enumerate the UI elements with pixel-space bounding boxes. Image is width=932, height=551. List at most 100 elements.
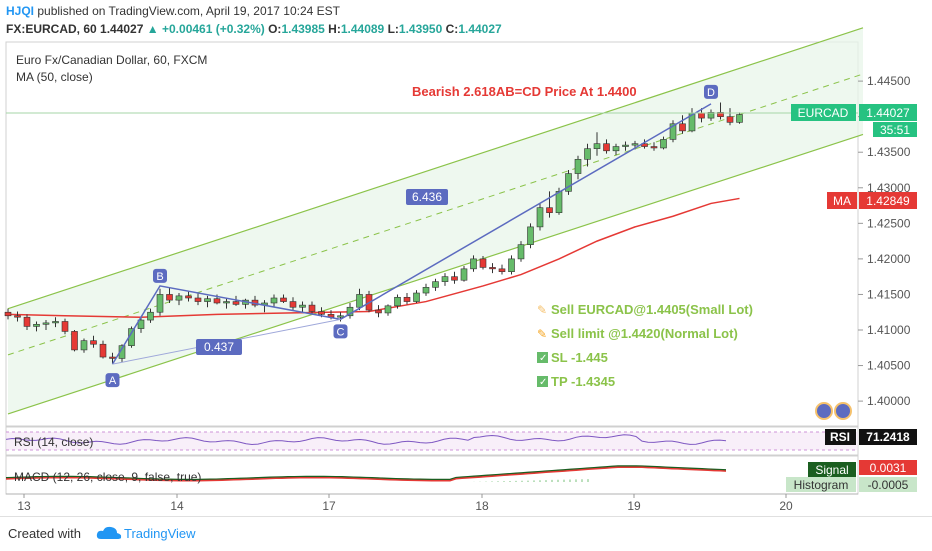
symbol-label: FX:EURCAD, 60 bbox=[6, 22, 97, 36]
ma-tag bbox=[827, 192, 857, 209]
candle-body bbox=[555, 191, 563, 213]
abcd-pattern[interactable]: A B C D bbox=[105, 84, 719, 388]
event-badge-icon[interactable] bbox=[834, 402, 852, 420]
chart-title: Euro Fx/Canadian Dollar, 60, FXCM bbox=[16, 53, 207, 67]
low-label: L: bbox=[387, 22, 399, 36]
channel-upper-line bbox=[7, 27, 864, 310]
point-b-badge bbox=[153, 268, 167, 283]
candle-body bbox=[80, 340, 88, 351]
ma-legend: MA (50, close) bbox=[16, 70, 93, 84]
histogram-value-label: -0.0005 bbox=[868, 478, 909, 492]
candle-body bbox=[99, 343, 107, 358]
pattern-headline: Bearish 2.618AB=CD Price At 1.4400 bbox=[412, 84, 637, 99]
point-b-label: B bbox=[156, 271, 163, 283]
candle-body bbox=[584, 148, 591, 160]
time-tick-label: 20 bbox=[779, 499, 793, 513]
parallel-channel[interactable] bbox=[7, 27, 864, 415]
created-with-label: Created with bbox=[8, 526, 81, 541]
trade-note-3: SL -1.445 bbox=[551, 350, 608, 365]
candle-body bbox=[14, 315, 21, 318]
candle-body bbox=[61, 321, 69, 332]
signal-value-label: 0.0031 bbox=[870, 461, 907, 475]
candle-body bbox=[593, 143, 601, 149]
candle-body bbox=[90, 340, 97, 345]
high-value: 1.44089 bbox=[340, 22, 385, 36]
candle-body bbox=[289, 301, 297, 308]
trade-notes: ✎ Sell EURCAD@1.4405(Small Lot) ✎ Sell l… bbox=[537, 302, 753, 389]
macd-histogram bbox=[473, 479, 589, 482]
change-arrow-icon: ▲ bbox=[146, 22, 159, 36]
candle-body bbox=[166, 294, 173, 301]
time-tick-label: 19 bbox=[627, 499, 641, 513]
candle-body bbox=[498, 268, 506, 272]
candle-body bbox=[717, 112, 724, 117]
author-name[interactable]: HJQI bbox=[6, 4, 35, 18]
candle-body bbox=[650, 146, 658, 149]
checkbox-icon bbox=[537, 376, 548, 387]
histogram-tag-label: Histogram bbox=[794, 478, 849, 492]
rsi-band bbox=[6, 432, 858, 450]
checkbox-icon bbox=[537, 352, 548, 363]
tradingview-cloud-icon bbox=[96, 526, 122, 539]
candle-body bbox=[280, 297, 287, 302]
event-badge-icon[interactable] bbox=[815, 402, 833, 420]
point-a-label: A bbox=[109, 375, 117, 387]
candle-body bbox=[384, 305, 392, 314]
candle-body bbox=[422, 287, 430, 294]
tradingview-link[interactable]: TradingView bbox=[124, 526, 196, 541]
time-axis[interactable]: 13 14 17 18 19 20 bbox=[17, 494, 793, 513]
rsi-value-tag bbox=[859, 429, 917, 445]
candle-body bbox=[394, 296, 401, 307]
candle-body bbox=[479, 258, 487, 268]
last-price: 1.44027 bbox=[100, 22, 144, 36]
candle-body bbox=[299, 304, 306, 308]
price-tick-label: 1.42000 bbox=[867, 252, 911, 266]
candle-body bbox=[232, 301, 240, 305]
candle-body bbox=[356, 294, 363, 308]
point-a-badge bbox=[105, 373, 120, 388]
candle-body bbox=[660, 139, 667, 149]
candle-body bbox=[612, 146, 620, 152]
price-tick-label: 1.40500 bbox=[867, 359, 911, 373]
channel-lower-line bbox=[7, 133, 864, 415]
ma-line bbox=[7, 197, 740, 318]
candle-body bbox=[109, 356, 116, 359]
candle-body bbox=[52, 321, 59, 324]
footer: Created with TradingView bbox=[0, 516, 932, 551]
candle-body bbox=[707, 112, 715, 119]
candle-body bbox=[470, 258, 477, 270]
candle-body bbox=[669, 123, 677, 140]
candle-body bbox=[33, 324, 40, 327]
candle-body bbox=[318, 311, 325, 315]
ab-ratio-label: 0.437 bbox=[204, 340, 234, 354]
candle-body bbox=[337, 315, 344, 318]
check-mark-icon: ✓ bbox=[539, 377, 547, 388]
point-d-badge bbox=[704, 84, 718, 99]
candle-body bbox=[441, 276, 449, 282]
macd-signal-line bbox=[5, 466, 727, 482]
bar-timer-label: 35:51 bbox=[880, 123, 910, 137]
symbol-tag-label: EURCAD bbox=[798, 106, 849, 120]
note2-icon: ✎ bbox=[537, 327, 547, 341]
rsi-line bbox=[5, 434, 727, 446]
channel-median-line bbox=[7, 73, 864, 356]
time-tick-label: 17 bbox=[322, 499, 336, 513]
candle-body bbox=[204, 298, 211, 302]
candle-body bbox=[137, 319, 145, 329]
rsi-legend: RSI (14, close) bbox=[14, 435, 93, 449]
candle-body bbox=[536, 207, 544, 228]
candle-body bbox=[698, 112, 705, 119]
low-value: 1.43950 bbox=[398, 22, 443, 36]
high-label: H: bbox=[328, 22, 341, 36]
candle-body bbox=[71, 331, 78, 351]
macd-legend: MACD (12, 26, close, 9, false, true) bbox=[14, 470, 201, 484]
candle-body bbox=[156, 294, 164, 313]
symbol-tag bbox=[791, 104, 856, 121]
rsi-value-label: 71.2418 bbox=[866, 430, 910, 444]
price-tick-label: 1.43500 bbox=[867, 145, 911, 159]
candle-body bbox=[736, 114, 743, 123]
moving-average bbox=[7, 197, 740, 318]
candle-body bbox=[451, 276, 458, 281]
open-value: 1.43985 bbox=[281, 22, 325, 36]
